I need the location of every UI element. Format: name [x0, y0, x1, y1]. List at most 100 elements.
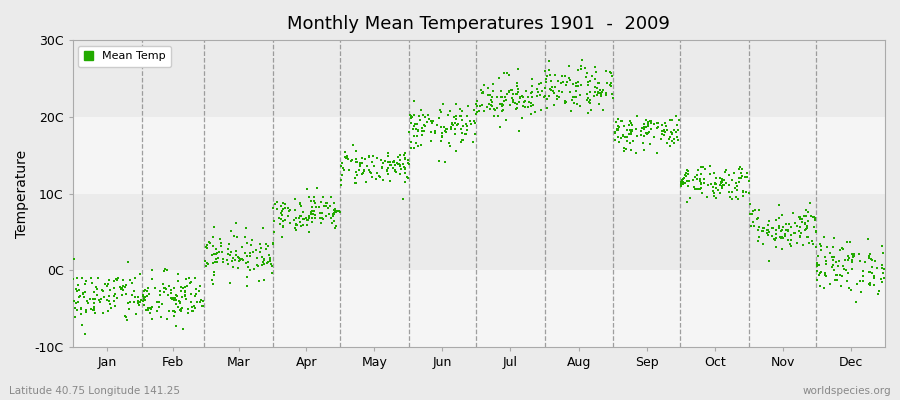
Point	[90, 286, 104, 293]
Point	[515, 115, 529, 122]
Point	[444, 126, 458, 132]
Point	[530, 88, 544, 95]
Point	[335, 172, 349, 178]
Point	[156, 281, 170, 288]
Point	[171, 298, 185, 304]
Point	[334, 182, 348, 189]
Point	[569, 80, 583, 87]
Point	[224, 228, 238, 235]
Point	[410, 120, 424, 127]
Point	[107, 303, 122, 310]
Point	[372, 173, 386, 180]
Point	[459, 131, 473, 137]
Point	[689, 176, 704, 182]
Point	[708, 181, 723, 188]
Point	[261, 242, 275, 249]
Point	[157, 289, 171, 296]
Point	[340, 155, 355, 161]
Point	[836, 263, 850, 270]
Point	[296, 209, 310, 216]
Point	[184, 299, 199, 306]
Point	[158, 266, 172, 272]
Point	[137, 295, 151, 301]
Point	[581, 78, 596, 85]
Point	[808, 228, 823, 234]
Point	[102, 293, 116, 299]
Point	[227, 233, 241, 240]
Point	[497, 98, 511, 104]
Point	[175, 294, 189, 300]
Point	[154, 313, 168, 320]
Point	[182, 275, 196, 282]
Point	[689, 172, 704, 178]
Point	[473, 86, 488, 93]
Point	[510, 82, 525, 89]
Point	[496, 102, 510, 109]
Point	[283, 220, 297, 226]
Point	[518, 104, 532, 111]
Point	[400, 174, 414, 180]
Point	[776, 224, 790, 230]
Point	[508, 106, 523, 112]
Point	[628, 150, 643, 156]
Point	[349, 180, 364, 186]
Point	[751, 238, 765, 244]
Point	[87, 306, 102, 312]
Point	[487, 113, 501, 119]
Point	[624, 120, 638, 126]
Point	[357, 168, 372, 174]
Point	[230, 265, 245, 271]
Point	[319, 213, 333, 219]
Point	[67, 298, 81, 304]
Point	[200, 245, 214, 251]
Point	[214, 240, 229, 246]
Point	[415, 124, 429, 131]
Point	[286, 217, 301, 223]
Point	[617, 145, 632, 151]
Point	[364, 170, 378, 176]
Point	[68, 285, 83, 292]
Point	[76, 275, 90, 282]
Point	[525, 94, 539, 100]
Point	[707, 193, 722, 200]
Point	[841, 257, 855, 263]
Point	[229, 248, 243, 254]
Point	[141, 291, 156, 297]
Point	[119, 282, 133, 288]
Point	[381, 152, 395, 159]
Point	[400, 157, 415, 163]
Point	[247, 266, 261, 272]
Point	[210, 258, 224, 265]
Point	[841, 253, 855, 260]
Point	[88, 296, 103, 302]
Point	[239, 274, 254, 280]
Point	[563, 89, 578, 96]
Point	[839, 267, 853, 273]
Point	[713, 182, 727, 189]
Point	[348, 168, 363, 175]
Point	[469, 111, 483, 117]
Point	[871, 290, 886, 297]
Point	[304, 208, 319, 215]
Point	[729, 194, 743, 200]
Point	[510, 101, 525, 107]
Point	[230, 254, 245, 260]
Point	[674, 176, 688, 183]
Point	[336, 172, 350, 179]
Point	[831, 263, 845, 270]
Point	[256, 277, 271, 283]
Point	[392, 154, 406, 160]
Point	[138, 287, 152, 293]
Point	[348, 156, 363, 162]
Point	[187, 274, 202, 281]
Point	[83, 296, 97, 302]
Point	[350, 171, 365, 178]
Point	[400, 175, 415, 181]
Point	[404, 113, 419, 120]
Point	[238, 260, 253, 266]
Point	[308, 200, 322, 206]
Title: Monthly Mean Temperatures 1901  -  2009: Monthly Mean Temperatures 1901 - 2009	[287, 15, 670, 33]
Point	[524, 111, 538, 117]
Point	[538, 93, 553, 99]
Point	[660, 127, 674, 134]
